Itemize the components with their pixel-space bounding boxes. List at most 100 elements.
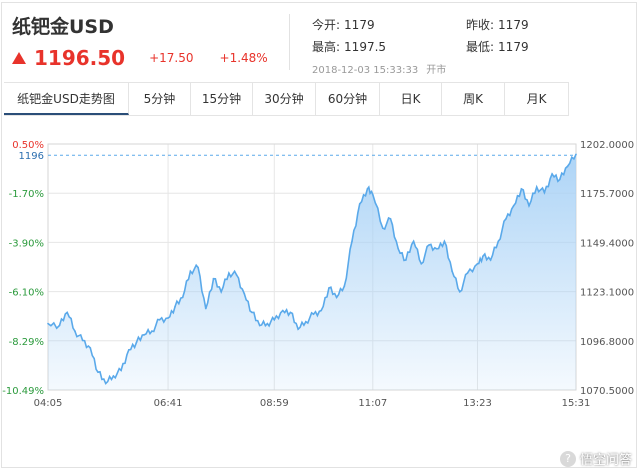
y-tick-right: 1070.5000 xyxy=(580,386,634,397)
data-point xyxy=(458,290,461,293)
data-point xyxy=(120,369,122,372)
data-point xyxy=(97,371,99,374)
y-tick-left: -6.10% xyxy=(9,288,44,299)
today-open-label: 今开: xyxy=(312,18,341,32)
y-tick-right: 1096.8000 xyxy=(580,337,634,348)
header-divider xyxy=(289,14,290,70)
data-point xyxy=(81,339,84,342)
tab-intraday[interactable]: 纸钯金USD走势图 xyxy=(4,83,129,115)
data-point xyxy=(273,319,276,321)
data-point xyxy=(235,274,238,276)
low-label: 最低: xyxy=(466,40,495,54)
data-point xyxy=(466,272,469,274)
data-point xyxy=(366,188,369,190)
x-tick-label: 04:05 xyxy=(34,398,63,409)
data-point xyxy=(512,204,515,207)
data-point xyxy=(74,330,76,332)
data-point xyxy=(535,186,538,188)
tab-daily-k[interactable]: 日K xyxy=(380,83,442,115)
data-point xyxy=(528,204,530,207)
watermark-logo-icon: ? xyxy=(559,450,576,467)
price-area xyxy=(48,154,576,390)
x-tick-label: 06:41 xyxy=(154,398,183,409)
data-point xyxy=(559,178,561,181)
tab-5min[interactable]: 5分钟 xyxy=(129,83,191,115)
data-point xyxy=(397,247,400,250)
y-tick-left: -8.29% xyxy=(9,337,44,348)
market-status: 开市 xyxy=(426,65,447,76)
data-point xyxy=(358,203,361,205)
data-point xyxy=(228,272,230,274)
data-point xyxy=(281,309,284,312)
prev-close: 昨收: 1179 xyxy=(466,16,529,33)
data-point xyxy=(435,247,438,250)
data-point xyxy=(251,311,253,314)
data-point xyxy=(505,218,507,220)
high-label: 最高: xyxy=(312,40,341,54)
up-arrow-icon xyxy=(12,52,26,64)
chart-tabs: 纸钯金USD走势图 5分钟 15分钟 30分钟 60分钟 日K 周K 月K xyxy=(4,82,569,116)
x-tick-label: 15:31 xyxy=(562,398,591,409)
timestamp-text: 2018-12-03 15:33:33 xyxy=(312,65,419,76)
data-point xyxy=(181,296,184,299)
data-point xyxy=(312,313,315,316)
data-point xyxy=(289,311,292,314)
high: 最高: 1197.5 xyxy=(312,38,386,55)
last-price: 1196.50 xyxy=(34,46,126,70)
price-change: +17.50 xyxy=(149,51,194,65)
data-point xyxy=(543,191,546,194)
data-point xyxy=(482,255,484,258)
data-point xyxy=(104,382,107,385)
data-point xyxy=(66,311,69,314)
price-change-percent: +1.48% xyxy=(219,51,268,65)
y-tick-right: 1149.4000 xyxy=(580,238,634,249)
data-point xyxy=(212,277,215,280)
today-open-value: 1179 xyxy=(344,18,375,32)
data-point xyxy=(167,317,169,319)
data-point xyxy=(335,296,338,299)
data-point xyxy=(151,330,153,332)
data-point xyxy=(520,188,523,190)
watermark-text: 悟空问答 xyxy=(579,453,632,468)
tab-15min[interactable]: 15分钟 xyxy=(191,83,253,115)
y-tick-right: 1123.1000 xyxy=(580,288,634,299)
instrument-title: 纸钯金USD xyxy=(12,16,114,38)
data-point xyxy=(174,305,176,308)
tab-monthly-k[interactable]: 月K xyxy=(505,83,569,115)
prev-close-value: 1179 xyxy=(498,18,529,32)
y-tick-left: -10.49% xyxy=(2,386,44,397)
tab-60min[interactable]: 60分钟 xyxy=(316,83,380,115)
data-point xyxy=(89,347,92,349)
data-point xyxy=(328,287,330,289)
today-open: 今开: 1179 xyxy=(312,16,375,33)
data-point xyxy=(266,322,269,325)
data-point xyxy=(428,244,430,246)
data-point xyxy=(372,193,374,196)
data-point xyxy=(476,262,479,265)
data-point xyxy=(305,320,307,323)
tab-weekly-k[interactable]: 周K xyxy=(442,83,505,115)
tab-30min[interactable]: 30分钟 xyxy=(253,83,316,115)
data-point xyxy=(58,324,61,327)
data-point xyxy=(382,227,384,229)
x-tick-label: 11:07 xyxy=(358,398,387,409)
data-point xyxy=(112,375,115,377)
data-point xyxy=(158,319,161,321)
watermark: ? 悟空问答 xyxy=(559,449,632,468)
data-point xyxy=(297,328,299,331)
data-point xyxy=(497,240,500,243)
y-tick-right: 1175.7000 xyxy=(580,189,634,200)
data-point xyxy=(204,307,207,310)
low: 最低: 1179 xyxy=(466,38,529,55)
data-point xyxy=(258,324,261,327)
data-point xyxy=(351,240,353,243)
data-point xyxy=(320,309,323,312)
data-point xyxy=(343,285,346,287)
data-point xyxy=(420,262,423,265)
data-point xyxy=(443,240,446,243)
quote-timestamp: 2018-12-03 15:33:33 开市 xyxy=(312,61,446,76)
data-point xyxy=(135,341,138,344)
data-point xyxy=(389,218,392,220)
data-point xyxy=(189,270,192,273)
data-point xyxy=(220,290,222,293)
